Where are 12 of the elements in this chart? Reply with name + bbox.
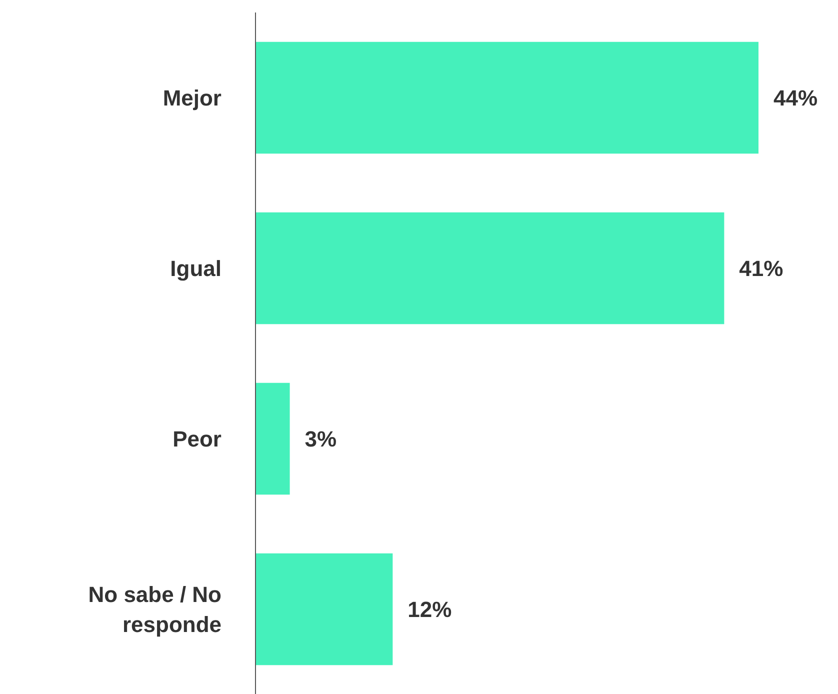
data-label: 41% xyxy=(739,256,784,281)
data-label: 44% xyxy=(773,85,818,110)
bar xyxy=(256,42,758,154)
data-label: 12% xyxy=(408,596,452,622)
bar xyxy=(256,212,724,324)
bar xyxy=(256,553,393,666)
y-tick-label: Peor xyxy=(172,426,222,452)
data-label: 3% xyxy=(304,426,337,452)
bar xyxy=(256,382,290,495)
y-tick-label: Igual xyxy=(170,256,222,281)
y-tick-label: Mejor xyxy=(162,85,222,110)
y-tick-label: No sabe / No responde xyxy=(88,582,222,637)
